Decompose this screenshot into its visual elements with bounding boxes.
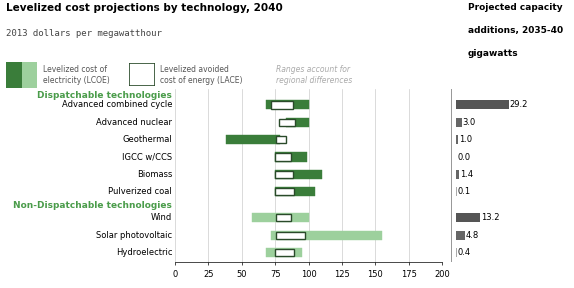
Text: 0.0: 0.0 [457, 153, 470, 162]
Text: Advanced combined cycle: Advanced combined cycle [61, 101, 172, 109]
Text: Dispatchable technologies: Dispatchable technologies [37, 91, 172, 100]
Text: 1.0: 1.0 [459, 135, 472, 144]
Bar [275, 187, 315, 196]
Text: Non-Dispatchable technologies: Non-Dispatchable technologies [13, 201, 172, 210]
Text: additions, 2035-40: additions, 2035-40 [468, 26, 563, 35]
Bar [456, 118, 461, 127]
Text: 0.1: 0.1 [457, 187, 471, 196]
Bar [286, 118, 309, 127]
Text: Advanced nuclear: Advanced nuclear [96, 118, 172, 127]
Text: Pulverized coal: Pulverized coal [108, 187, 172, 196]
Bar [456, 231, 465, 240]
Bar [277, 232, 305, 239]
Text: gigawatts: gigawatts [468, 49, 518, 58]
Text: Biomass: Biomass [137, 170, 172, 179]
Text: 3.0: 3.0 [463, 118, 476, 127]
Text: 13.2: 13.2 [481, 213, 499, 222]
Text: 2013 dollars per megawatthour: 2013 dollars per megawatthour [6, 29, 162, 38]
Bar [271, 231, 382, 240]
Text: Solar photovoltaic: Solar photovoltaic [96, 231, 172, 240]
Text: Hydroelectric: Hydroelectric [116, 248, 172, 257]
Bar [275, 170, 322, 179]
Text: Levelized avoided
cost of energy (LACE): Levelized avoided cost of energy (LACE) [160, 65, 242, 85]
Text: 0.4: 0.4 [458, 248, 471, 257]
Text: 29.2: 29.2 [510, 101, 528, 109]
Text: Levelized cost projections by technology, 2040: Levelized cost projections by technology… [6, 3, 282, 13]
Text: Projected capacity: Projected capacity [468, 3, 563, 12]
Bar [456, 101, 509, 109]
Bar [266, 248, 302, 257]
Bar [271, 101, 293, 109]
Bar [275, 152, 307, 162]
Bar [277, 214, 291, 221]
Text: 1.4: 1.4 [460, 170, 473, 179]
Bar [253, 213, 309, 222]
Text: Ranges account for
regional differences: Ranges account for regional differences [276, 65, 352, 85]
Bar [456, 135, 458, 144]
Bar [275, 171, 293, 178]
Bar [226, 135, 281, 144]
Bar [456, 248, 457, 257]
Bar [266, 101, 309, 109]
Bar [275, 154, 291, 161]
Text: Geothermal: Geothermal [122, 135, 172, 144]
Bar [456, 213, 480, 222]
Bar [275, 188, 294, 195]
Text: Levelized cost of
electricity (LCOE): Levelized cost of electricity (LCOE) [43, 65, 110, 85]
Bar [6, 62, 22, 88]
Bar [456, 170, 459, 179]
Bar [279, 119, 295, 126]
Bar [277, 136, 286, 143]
Text: 4.8: 4.8 [466, 231, 479, 240]
Text: IGCC w/CCS: IGCC w/CCS [122, 153, 172, 162]
Bar [22, 62, 37, 88]
Text: Wind: Wind [151, 213, 172, 222]
Bar [275, 249, 294, 256]
